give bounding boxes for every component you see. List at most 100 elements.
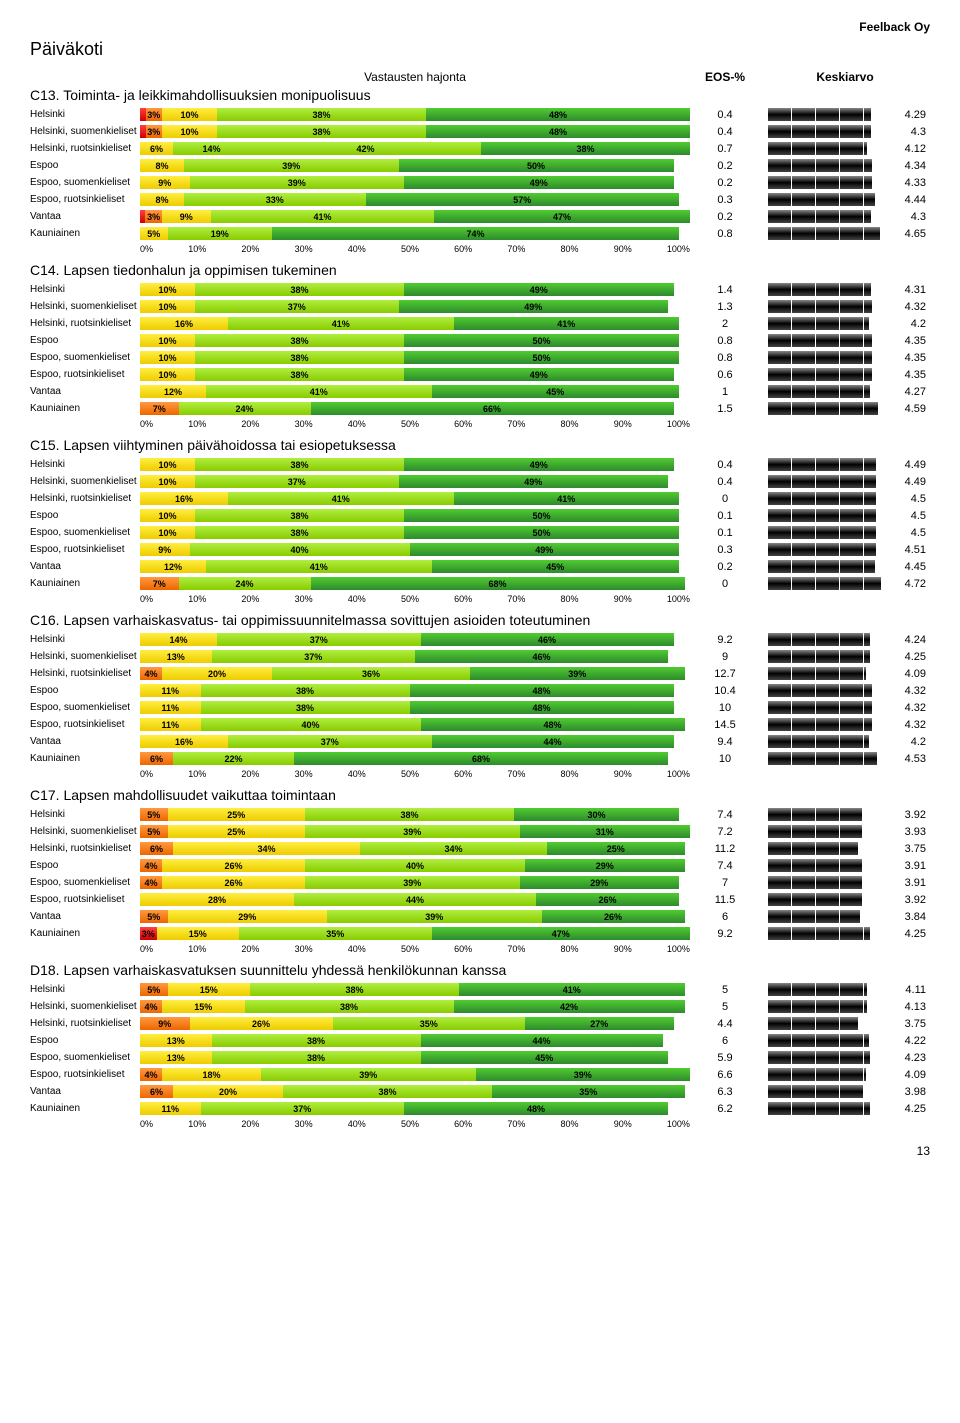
bar-segment: 13% <box>140 1051 212 1064</box>
bar-segment: 19% <box>168 227 273 240</box>
avg-bar <box>768 859 862 872</box>
company-label: Feelback Oy <box>30 20 930 34</box>
eos-value: 10.4 <box>690 685 760 697</box>
bar-segment: 6% <box>140 842 173 855</box>
bar-segment: 46% <box>421 633 674 646</box>
bar-segment: 66% <box>311 402 674 415</box>
avg-value: 4.25 <box>890 1103 930 1115</box>
row-label: Helsinki <box>30 109 140 120</box>
avg-bar <box>768 808 862 821</box>
bar-segment: 15% <box>168 983 251 996</box>
stacked-bar: 28%44%26% <box>140 893 690 906</box>
bar-segment: 49% <box>404 283 674 296</box>
chart-block: C14. Lapsen tiedonhalun ja oppimisen tuk… <box>30 262 930 429</box>
bar-segment: 41% <box>454 317 680 330</box>
bar-segment: 40% <box>305 859 525 872</box>
chart-row: Helsinki10%38%49%0.44.49 <box>30 456 930 473</box>
stacked-bar: 7%24%66% <box>140 402 690 415</box>
row-label: Vantaa <box>30 1086 140 1097</box>
stacked-bar: 5%19%74% <box>140 227 690 240</box>
row-label: Helsinki, ruotsinkieliset <box>30 318 140 329</box>
subtitle: Vastausten hajonta <box>140 70 690 84</box>
x-axis: 0%10%20%30%40%50%60%70%80%90%100% <box>140 1119 930 1129</box>
bar-segment: 7% <box>140 577 179 590</box>
avg-bar <box>768 1000 867 1013</box>
axis-tick: 30% <box>295 1119 313 1129</box>
avg-bar <box>768 458 876 471</box>
axis-tick: 40% <box>348 944 366 954</box>
stacked-bar: 5%15%38%41% <box>140 983 690 996</box>
avg-value: 4.2 <box>890 318 930 330</box>
chart-row: Espoo, suomenkieliset11%38%48%104.32 <box>30 699 930 716</box>
bar-segment: 26% <box>536 893 679 906</box>
chart-block: C16. Lapsen varhaiskasvatus- tai oppimis… <box>30 612 930 779</box>
stacked-bar: 10%38%50% <box>140 351 690 364</box>
stacked-bar: 4%18%39%39% <box>140 1068 690 1081</box>
row-label: Helsinki <box>30 809 140 820</box>
avg-header: Keskiarvo <box>760 70 930 84</box>
avg-bar <box>768 1034 869 1047</box>
avg-value: 4.44 <box>890 194 930 206</box>
axis-tick: 100% <box>667 594 690 604</box>
avg-value: 4.25 <box>890 651 930 663</box>
row-label: Helsinki <box>30 459 140 470</box>
row-label: Espoo, suomenkieliset <box>30 352 140 363</box>
bar-segment: 49% <box>404 458 674 471</box>
chart-row: Vantaa16%37%44%9.44.2 <box>30 733 930 750</box>
charts-container: C13. Toiminta- ja leikkimahdollisuuksien… <box>30 87 930 1129</box>
stacked-bar: 3%15%35%47% <box>140 927 690 940</box>
stacked-bar: 4%26%39%29% <box>140 876 690 889</box>
eos-value: 14.5 <box>690 719 760 731</box>
column-headers: Vastausten hajonta EOS-% Keskiarvo <box>30 70 930 84</box>
chart-row: Espoo, suomenkieliset10%38%50%0.14.5 <box>30 524 930 541</box>
avg-value: 4.23 <box>890 1052 930 1064</box>
eos-value: 0.2 <box>690 177 760 189</box>
eos-value: 0.8 <box>690 228 760 240</box>
bar-segment: 25% <box>168 825 306 838</box>
avg-bar <box>768 876 862 889</box>
bar-segment: 9% <box>162 210 211 223</box>
row-label: Kauniainen <box>30 578 140 589</box>
stacked-bar: 4%26%40%29% <box>140 859 690 872</box>
chart-row: Helsinki10%38%49%1.44.31 <box>30 281 930 298</box>
stacked-bar: 11%37%48% <box>140 1102 690 1115</box>
axis-tick: 100% <box>667 769 690 779</box>
avg-value: 3.84 <box>890 911 930 923</box>
stacked-bar: 13%38%44% <box>140 1034 690 1047</box>
bar-segment: 35% <box>333 1017 526 1030</box>
chart-row: Vantaa12%41%45%0.24.45 <box>30 558 930 575</box>
axis-tick: 30% <box>295 769 313 779</box>
axis-tick: 70% <box>507 944 525 954</box>
bar-segment: 41% <box>459 983 685 996</box>
avg-value: 4.34 <box>890 160 930 172</box>
chart-row: Helsinki, suomenkieliset3%10%38%48%0.44.… <box>30 123 930 140</box>
chart-row: Espoo, suomenkieliset9%39%49%0.24.33 <box>30 174 930 191</box>
bar-segment: 50% <box>404 526 679 539</box>
avg-value: 3.91 <box>890 877 930 889</box>
row-label: Espoo <box>30 1035 140 1046</box>
row-label: Kauniainen <box>30 753 140 764</box>
stacked-bar: 10%38%50% <box>140 526 690 539</box>
stacked-bar: 3%10%38%48% <box>140 125 690 138</box>
avg-bar <box>768 526 876 539</box>
stacked-bar: 10%37%49% <box>140 475 690 488</box>
eos-value: 9.2 <box>690 634 760 646</box>
bar-segment: 68% <box>294 752 668 765</box>
avg-value: 4.5 <box>890 510 930 522</box>
eos-value: 0.2 <box>690 561 760 573</box>
avg-value: 4.25 <box>890 928 930 940</box>
bar-segment: 31% <box>520 825 691 838</box>
chart-row: Helsinki, ruotsinkieliset4%20%36%39%12.7… <box>30 665 930 682</box>
bar-segment: 38% <box>195 334 404 347</box>
eos-value: 0.4 <box>690 126 760 138</box>
eos-value: 0.1 <box>690 527 760 539</box>
stacked-bar: 11%38%48% <box>140 701 690 714</box>
page-number: 13 <box>30 1144 930 1158</box>
eos-value: 1.3 <box>690 301 760 313</box>
row-label: Espoo <box>30 685 140 696</box>
avg-value: 4.35 <box>890 335 930 347</box>
avg-bar <box>768 577 881 590</box>
chart-row: Vantaa3%9%41%47%0.24.3 <box>30 208 930 225</box>
eos-value: 0.3 <box>690 544 760 556</box>
avg-bar <box>768 825 862 838</box>
